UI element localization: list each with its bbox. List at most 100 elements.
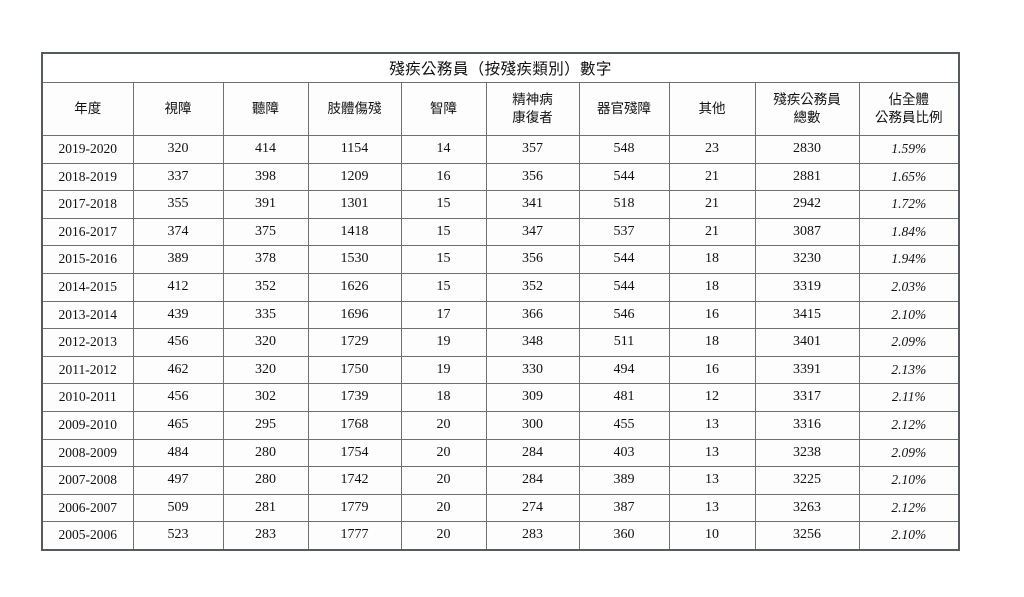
cell-total: 3391 [754,355,860,385]
cell-pct: 2.12% [858,493,960,523]
column-header-mental-illness-rehabilitated-line-2: 康復者 [512,110,553,125]
cell-other: 21 [668,162,756,192]
cell-pct: 2.13% [858,355,960,385]
column-header-mental-illness-rehabilitated-line-1: 精神病 [512,91,553,107]
cell-other: 16 [668,300,756,330]
cell-year: 2018-2019 [41,162,134,192]
cell-organ: 455 [578,410,670,440]
cell-hear: 281 [222,493,309,523]
cell-hear: 391 [222,190,309,219]
table-row: 2011-2012 462 320 1750 19 330 494 16 3391 2.13% [41,355,960,385]
cell-pct: 2.09% [858,328,960,357]
column-header-percentage-of-all-civil-servants-line-2: 公務員比例 [875,110,943,125]
cell-limb: 1209 [307,162,402,192]
cell-other: 16 [668,355,756,385]
cell-ment: 352 [485,272,580,302]
cell-total: 3415 [754,300,860,330]
cell-ment: 347 [485,217,580,247]
cell-organ: 360 [578,521,670,551]
column-header-visual-impairment: 視障 [132,82,224,136]
cell-year: 2008-2009 [41,438,134,468]
table-row: 2010-2011 456 302 1739 18 309 481 12 3317 2.11% [41,383,960,412]
cell-intel: 18 [400,383,487,412]
cell-limb: 1739 [307,383,402,412]
cell-intel: 14 [400,135,487,164]
cell-ment: 283 [485,521,580,551]
cell-total: 3401 [754,328,860,357]
cell-year: 2017-2018 [41,190,134,219]
cell-pct: 2.09% [858,438,960,468]
cell-organ: 387 [578,493,670,523]
column-header-percentage-of-all-civil-servants: 佔全體 公務員比例 [858,82,960,136]
cell-vis: 509 [132,493,224,523]
cell-hear: 295 [222,410,309,440]
cell-organ: 548 [578,135,670,164]
cell-total: 3238 [754,438,860,468]
cell-ment: 300 [485,410,580,440]
cell-organ: 544 [578,245,670,274]
cell-other: 21 [668,217,756,247]
cell-vis: 374 [132,217,224,247]
cell-limb: 1154 [307,135,402,164]
cell-other: 18 [668,272,756,302]
column-header-other-line-1: 其他 [698,100,726,116]
cell-total: 3319 [754,272,860,302]
cell-intel: 20 [400,493,487,523]
cell-hear: 352 [222,272,309,302]
cell-year: 2006-2007 [41,493,134,523]
table-row: 2008-2009 484 280 1754 20 284 403 13 3238 2.09% [41,438,960,468]
table-row: 2012-2013 456 320 1729 19 348 511 18 3401 2.09% [41,328,960,357]
column-header-hearing-impairment-line-1: 聽障 [252,100,279,116]
column-header-total-disabled-civil-servants-line-1: 殘疾公務員 [773,91,841,107]
cell-year: 2005-2006 [41,521,134,551]
cell-total: 2881 [754,162,860,192]
cell-year: 2016-2017 [41,217,134,247]
cell-organ: 481 [578,383,670,412]
table-title: 殘疾公務員（按殘疾類別）數字 [41,52,960,83]
cell-pct: 2.11% [858,383,960,412]
cell-organ: 546 [578,300,670,330]
cell-total: 3317 [754,383,860,412]
cell-ment: 341 [485,190,580,219]
cell-year: 2019-2020 [41,135,134,164]
cell-limb: 1779 [307,493,402,523]
cell-intel: 20 [400,438,487,468]
cell-organ: 511 [578,328,670,357]
column-header-other: 其他 [668,82,756,136]
table-body: 2019-2020 320 414 1154 14 357 548 23 2830 1.59% 20… [41,135,960,551]
cell-intel: 17 [400,300,487,330]
cell-limb: 1301 [307,190,402,219]
cell-year: 2012-2013 [41,328,134,357]
cell-pct: 2.12% [858,410,960,440]
cell-other: 18 [668,245,756,274]
cell-pct: 2.10% [858,466,960,495]
cell-intel: 15 [400,272,487,302]
cell-intel: 20 [400,410,487,440]
cell-other: 13 [668,493,756,523]
column-header-organ-disability: 器官殘障 [578,82,670,136]
cell-limb: 1626 [307,272,402,302]
column-header-mental-illness-rehabilitated: 精神病 康復者 [485,82,580,136]
table-row: 2015-2016 389 378 1530 15 356 544 18 3230 1.94% [41,245,960,274]
table-row: 2007-2008 497 280 1742 20 284 389 13 3225 2.10% [41,466,960,495]
column-header-organ-disability-line-1: 器官殘障 [597,100,651,116]
cell-vis: 462 [132,355,224,385]
cell-limb: 1742 [307,466,402,495]
cell-pct: 1.84% [858,217,960,247]
cell-hear: 280 [222,466,309,495]
cell-year: 2011-2012 [41,355,134,385]
cell-other: 13 [668,438,756,468]
cell-limb: 1418 [307,217,402,247]
cell-intel: 20 [400,466,487,495]
cell-hear: 375 [222,217,309,247]
cell-ment: 356 [485,245,580,274]
cell-total: 3087 [754,217,860,247]
cell-vis: 439 [132,300,224,330]
cell-other: 23 [668,135,756,164]
cell-ment: 274 [485,493,580,523]
cell-pct: 1.65% [858,162,960,192]
column-header-intellectual-disability-line-1: 智障 [430,100,457,116]
table-row: 2013-2014 439 335 1696 17 366 546 16 3415 2.10% [41,300,960,330]
cell-vis: 389 [132,245,224,274]
